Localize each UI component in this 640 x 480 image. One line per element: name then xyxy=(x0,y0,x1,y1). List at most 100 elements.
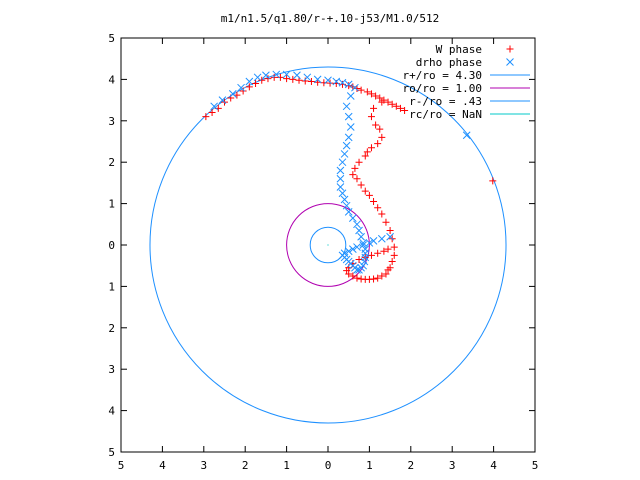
w-phase-point xyxy=(489,177,497,185)
w-phase-point xyxy=(326,79,334,87)
w-phase-point xyxy=(390,251,398,259)
w-phase-point xyxy=(378,98,386,106)
drho-phase-point xyxy=(357,232,365,241)
w-phase-point xyxy=(208,109,216,117)
drho-phase-point xyxy=(338,158,347,167)
drho-phase-point xyxy=(336,166,345,175)
w-phase-point xyxy=(345,82,353,90)
drho-phase-point xyxy=(346,92,355,100)
drho-phase-point xyxy=(360,257,369,266)
drho-phase-point xyxy=(359,239,368,247)
w-phase-point xyxy=(361,152,369,160)
w-phase-point xyxy=(351,164,359,172)
legend-label: ro/ro = 1.00 xyxy=(403,82,482,95)
legend-label: drho phase xyxy=(416,56,482,69)
drho-phase-point xyxy=(353,243,361,251)
w-phase-point xyxy=(367,90,375,98)
w-phase-point xyxy=(372,92,380,100)
data-points xyxy=(202,70,497,283)
legend-marker xyxy=(506,58,514,66)
drho-phase-point xyxy=(228,90,237,98)
w-phase-point xyxy=(355,255,363,263)
drho-phase-point xyxy=(282,70,291,79)
drho-phase-point xyxy=(303,73,312,82)
x-tick-label: 1 xyxy=(283,459,290,472)
w-phase-point xyxy=(258,76,266,84)
circle-r+ xyxy=(149,66,507,424)
w-phase-point xyxy=(374,274,382,282)
w-phase-point xyxy=(349,171,357,179)
w-phase-point xyxy=(252,80,260,88)
x-tick-label: 4 xyxy=(490,459,497,472)
w-phase-point xyxy=(202,113,210,121)
w-phase-point xyxy=(401,106,409,114)
w-phase-point xyxy=(380,247,388,255)
drho-phase-point xyxy=(344,247,353,256)
w-phase-point xyxy=(374,140,382,148)
x-tick-label: 3 xyxy=(449,459,456,472)
w-phase-point xyxy=(264,75,272,83)
w-phase-point xyxy=(357,86,365,94)
w-phase-point xyxy=(382,270,390,278)
w-phase-point xyxy=(307,77,315,85)
w-phase-point xyxy=(361,187,369,195)
drho-phase-point xyxy=(262,71,270,80)
drho-phase-point xyxy=(245,77,254,86)
y-tick-label: 2 xyxy=(108,156,115,169)
w-phase-point xyxy=(388,100,396,108)
legend-label: W phase xyxy=(436,43,482,56)
w-phase-point xyxy=(388,258,396,266)
drho-phase-point xyxy=(386,232,394,241)
w-phase-point xyxy=(367,251,375,259)
x-tick-label: 2 xyxy=(242,459,249,472)
y-tick-label: 2 xyxy=(108,322,115,335)
drho-phase-point xyxy=(342,141,351,150)
drho-phase-point xyxy=(253,73,262,82)
x-tick-label: 0 xyxy=(325,459,332,472)
w-phase-point xyxy=(378,210,386,218)
w-phase-point xyxy=(372,121,380,129)
x-tick-label: 3 xyxy=(200,459,207,472)
drho-phase-point xyxy=(340,249,349,258)
w-phase-point xyxy=(396,104,404,112)
y-axis: 5 4 3 2 1 0 1 2 3 4 5 xyxy=(108,32,535,459)
w-phase-point xyxy=(357,181,365,189)
w-phase-point xyxy=(320,79,328,87)
drho-phase-point xyxy=(369,237,378,245)
drho-phase-point xyxy=(340,150,349,158)
w-phase-point xyxy=(367,144,375,152)
w-phase-point xyxy=(376,125,384,133)
x-axis: 5 4 3 2 1 0 1 2 3 4 5 xyxy=(118,38,539,472)
drho-phase-point xyxy=(237,83,245,92)
y-tick-label: 5 xyxy=(108,32,115,45)
w-phase-point xyxy=(363,88,371,96)
drho-phase-point xyxy=(344,133,353,142)
drho-phase-point xyxy=(346,123,355,131)
w-phase-point xyxy=(390,243,398,251)
w-phase-point xyxy=(289,75,297,83)
w-phase-point xyxy=(239,87,247,95)
drho-phase-point xyxy=(344,80,353,89)
w-phase-point xyxy=(374,249,382,257)
drho-phase-point xyxy=(293,71,301,80)
w-phase-point xyxy=(384,98,392,106)
drho-phase-point xyxy=(348,214,357,222)
x-tick-label: 5 xyxy=(532,459,539,472)
w-phase-point xyxy=(349,272,357,280)
y-tick-label: 3 xyxy=(108,115,115,128)
w-phase-point xyxy=(382,218,390,226)
drho-phase-point xyxy=(340,195,349,204)
w-phase-point xyxy=(374,204,382,212)
w-phase-point xyxy=(338,80,346,88)
w-phase-point xyxy=(353,274,361,282)
legend-label: rc/ro = NaN xyxy=(409,108,482,121)
y-tick-label: 4 xyxy=(108,405,115,418)
drho-phase-point xyxy=(342,102,351,111)
x-tick-label: 5 xyxy=(118,459,125,472)
w-phase-point xyxy=(376,94,384,102)
center-point xyxy=(327,244,329,246)
drho-phase-point xyxy=(355,265,363,274)
drho-phase-point xyxy=(462,131,471,140)
drho-phase-point xyxy=(210,102,219,111)
y-tick-label: 3 xyxy=(108,363,115,376)
